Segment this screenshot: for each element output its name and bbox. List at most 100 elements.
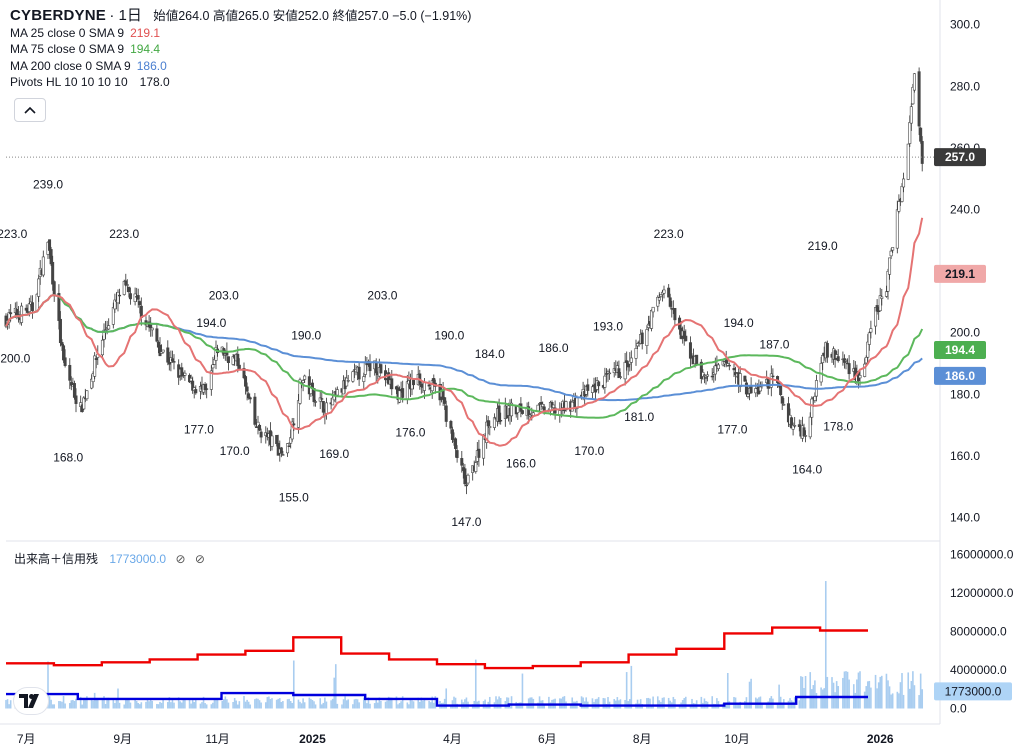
volume-bar — [834, 692, 836, 709]
volume-legend[interactable]: 出来高＋信用残 1773000.0 ⊘ ⊘ — [14, 550, 205, 567]
pivot-label: 190.0 — [434, 329, 464, 343]
volume-bar — [809, 672, 812, 709]
legend-ma25[interactable]: MA 25 close 0 SMA 9 219.1 — [10, 25, 161, 40]
candle-body — [111, 307, 115, 325]
volume-bar — [356, 699, 359, 709]
candle-body — [236, 353, 240, 367]
candle-body — [412, 379, 416, 386]
candle-body — [821, 354, 825, 364]
candle-body — [802, 427, 806, 437]
volume-bar — [423, 698, 426, 709]
candle-body — [245, 386, 249, 392]
collapse-legend-button[interactable] — [14, 98, 46, 122]
candle-body — [552, 404, 556, 408]
pivot-label: 200.0 — [0, 352, 30, 366]
volume-bar — [9, 700, 12, 709]
volume-bar — [454, 697, 457, 709]
candles — [4, 67, 924, 495]
volume-bar — [801, 676, 804, 709]
volume-bar — [232, 701, 234, 709]
timeframe[interactable]: · 1日 — [109, 7, 142, 24]
legend-pivots[interactable]: Pivots HL 10 10 10 10 178.0 — [10, 75, 170, 89]
volume-bar — [247, 701, 250, 709]
price-tick-label: 300.0 — [950, 18, 980, 32]
time-tick-label: 9月 — [113, 732, 132, 746]
volume-bar — [854, 692, 857, 709]
volume-bar — [345, 700, 348, 709]
volume-bar — [193, 702, 196, 709]
volume-bar — [171, 698, 174, 709]
volume-bar — [562, 696, 564, 709]
tradingview-logo[interactable] — [14, 688, 48, 714]
volume-bar — [320, 704, 323, 709]
volume-bar — [213, 698, 216, 709]
volume-bar — [282, 701, 284, 709]
legend-ma200[interactable]: MA 200 close 0 SMA 9 186.0 — [10, 58, 167, 73]
volume-bar — [625, 672, 628, 709]
candle-body — [738, 373, 742, 388]
candle-body — [247, 393, 251, 399]
volume-bar — [86, 696, 88, 709]
symbol-name[interactable]: CYBERDYNE — [10, 7, 106, 24]
candle-body — [58, 318, 62, 344]
volume-bar — [124, 698, 127, 709]
candle-body — [35, 293, 39, 312]
pivot-label: 166.0 — [506, 456, 536, 470]
volume-bar — [107, 697, 110, 709]
candle-body — [825, 343, 829, 358]
volume-bar — [303, 702, 306, 709]
candle-body — [586, 384, 590, 391]
volume-bar — [166, 702, 169, 709]
volume-bar — [428, 700, 430, 709]
volume-bar — [767, 701, 770, 709]
pivot-label: 223.0 — [0, 227, 28, 241]
volume-bar — [826, 676, 829, 709]
time-tick-label: 8月 — [633, 732, 652, 746]
candle-body — [466, 474, 470, 484]
candle-body — [170, 358, 174, 362]
volume-bar — [910, 680, 913, 709]
volume-bar — [146, 699, 149, 709]
candle-body — [281, 454, 285, 456]
hide-icon[interactable]: ⊘ — [175, 552, 186, 566]
candle-body — [629, 357, 633, 363]
candle-body — [474, 462, 478, 472]
volume-bar — [526, 703, 528, 709]
candle-body — [37, 278, 41, 297]
candle-body — [335, 389, 339, 396]
candle-body — [82, 397, 86, 410]
volume-bar — [695, 700, 698, 709]
candle-body — [908, 122, 912, 144]
volume-bar — [495, 696, 497, 709]
volume-bar — [212, 702, 214, 709]
candle-body — [189, 377, 193, 382]
volume-bar — [227, 702, 230, 709]
pivot-label: 147.0 — [451, 515, 481, 529]
candle-body — [640, 332, 644, 344]
volume-bar — [824, 581, 827, 709]
candle-body — [906, 143, 910, 180]
volume-bar — [128, 699, 130, 709]
hide-icon[interactable]: ⊘ — [194, 552, 205, 566]
ma25-line — [5, 217, 924, 447]
volume-bar — [880, 675, 883, 709]
volume-bar — [347, 699, 350, 709]
volume-bar — [61, 701, 63, 709]
volume-tick-label: 8000000.0 — [950, 625, 1007, 639]
candle-body — [634, 348, 638, 359]
volume-bar — [386, 700, 388, 709]
volume-tick-label: 12000000.0 — [950, 586, 1014, 600]
volume-bar — [395, 696, 398, 709]
volume-bar — [58, 701, 60, 709]
price-tick-label: 240.0 — [950, 203, 980, 217]
volume-bar — [257, 698, 259, 709]
candle-body — [374, 362, 378, 374]
legend-ma75[interactable]: MA 75 close 0 SMA 9 194.4 — [10, 42, 161, 56]
volume-bar — [384, 701, 387, 709]
time-tick-label: 2025 — [299, 732, 326, 746]
volume-bar — [331, 698, 334, 709]
volume-bar — [160, 702, 163, 709]
volume-bar — [649, 698, 651, 709]
volume-bar — [529, 697, 532, 709]
